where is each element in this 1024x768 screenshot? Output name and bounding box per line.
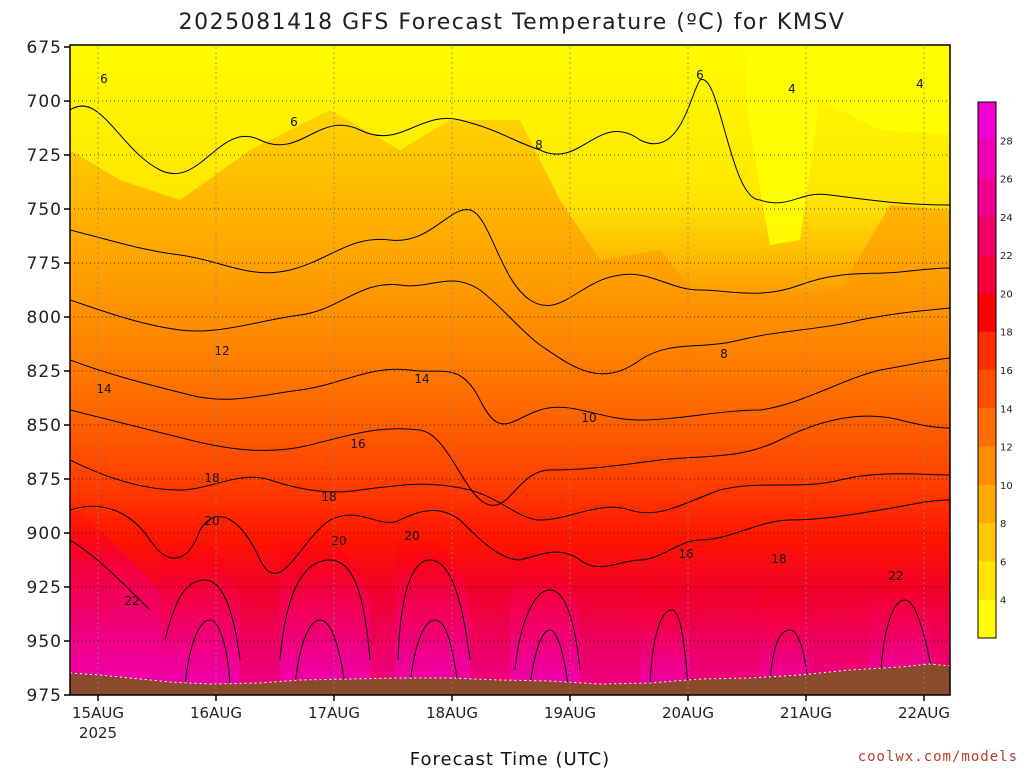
plot-area: 6 14 22 12 18 20 6 16 18 20 14 20 8 10 6…: [70, 45, 950, 695]
x-tick-label: 18AUG: [426, 704, 478, 722]
y-tick-label: 875: [27, 470, 62, 490]
colorbar-segment: [978, 370, 996, 409]
x-tick-label: 20AUG: [662, 704, 714, 722]
colorbar-segment: [978, 102, 996, 141]
colorbar-segment: [978, 178, 996, 218]
colorbar-segment: [978, 599, 996, 639]
contour-label: 14: [414, 372, 429, 386]
contour-label: 6: [100, 72, 108, 86]
colorbar-frame: [977, 101, 997, 639]
contour-label: 20: [331, 534, 346, 548]
x-tick-label: 15AUG: [72, 704, 124, 722]
colorbar-tick-label: 24: [1000, 213, 1013, 224]
credit-link[interactable]: coolwx.com/models: [858, 749, 1018, 765]
contour-label: 14: [96, 382, 111, 396]
contour-label: 18: [321, 490, 336, 504]
contour-line: [70, 539, 581, 671]
x-tick-label: 19AUG: [544, 704, 596, 722]
contour-line: [70, 499, 950, 574]
x-tick-label: 17AUG: [308, 704, 360, 722]
x-tick-label: 22AUG: [898, 704, 950, 722]
contour-label: 16: [350, 437, 365, 451]
colorbar-segment: [978, 484, 996, 524]
colorbar-tick-label: 18: [1000, 328, 1013, 339]
contour-line: [70, 459, 950, 521]
colorbar-tick-label: 12: [1000, 443, 1013, 454]
y-tick-label: 800: [27, 308, 62, 328]
y-tick-label: 950: [27, 632, 62, 652]
contour-label: 6: [696, 68, 704, 82]
colorbar-tick-label: 8: [1000, 519, 1006, 530]
chart-title: 2025081418 GFS Forecast Temperature (ºC)…: [179, 10, 846, 35]
warm-plume-6: [640, 571, 690, 690]
contour-line: [70, 357, 950, 425]
ground-terrain: [70, 663, 950, 695]
y-tick-label: 725: [27, 146, 62, 166]
contour-label: 8: [535, 138, 543, 152]
colorbar-segment: [978, 523, 996, 562]
contour-label: 22: [888, 569, 903, 583]
contour-line: [184, 599, 936, 686]
contour-label: 8: [720, 347, 728, 361]
colorbar-tick-label: 6: [1000, 557, 1006, 568]
colorbar-segment: [978, 408, 996, 448]
contour-label: 18: [771, 552, 786, 566]
contour-label: 4: [788, 82, 796, 96]
colorbar-tick-label: 20: [1000, 289, 1013, 300]
colorbar-tick-label: 10: [1000, 481, 1013, 492]
colorbar-tick-label: 4: [1000, 596, 1006, 607]
y-tick-label: 900: [27, 524, 62, 544]
colorbar-segment: [978, 140, 996, 180]
x-tick-label: 16AUG: [190, 704, 242, 722]
colorbar-tick-label: 26: [1000, 175, 1013, 186]
contour-label: 4: [916, 77, 924, 91]
contour-label: 22: [124, 594, 139, 608]
contour-label: 16: [678, 547, 693, 561]
colorbar-segment: [978, 216, 996, 256]
y-tick-label: 700: [27, 92, 62, 112]
colorbar-segment: [978, 561, 996, 601]
contour-label: 18: [204, 471, 219, 485]
contour-line: [70, 79, 950, 206]
contour-label: 10: [581, 411, 596, 425]
contour-label: 20: [204, 514, 219, 528]
y-tick-label: 975: [27, 686, 62, 706]
contour-line: [70, 209, 950, 306]
cool-region-upper: [70, 45, 950, 300]
colorbar-tick-label: 22: [1000, 251, 1013, 262]
colorbar: 4 6 8 10 12 14 16 18 20 22 24 26 28: [977, 101, 1013, 639]
plot-frame: [69, 44, 951, 696]
colorbar-tick-label: 16: [1000, 366, 1013, 377]
warm-plume-8: [870, 555, 935, 690]
colorbar-segment: [978, 331, 996, 371]
colorbar-segment: [978, 255, 996, 294]
contour-lines: [70, 79, 950, 686]
y-tick-label: 850: [27, 416, 62, 436]
contour-line: [70, 409, 950, 506]
colorbar-tick-label: 28: [1000, 136, 1013, 147]
grid-lines: [70, 47, 950, 695]
x-tick-label: 21AUG: [780, 704, 832, 722]
colorbar-segment: [978, 446, 996, 486]
warm-plume-3: [280, 532, 370, 690]
y-tick-label: 925: [27, 578, 62, 598]
colorbar-tick-label: 14: [1000, 404, 1013, 415]
y-tick-label: 675: [27, 38, 62, 58]
x-axis-label: Forecast Time (UTC): [410, 749, 610, 768]
y-tick-label: 825: [27, 362, 62, 382]
y-tick-label: 750: [27, 200, 62, 220]
contour-line: [70, 280, 950, 375]
y-tick-label: 775: [27, 254, 62, 274]
warm-plume-1: [70, 500, 175, 690]
warm-plume-2: [160, 536, 240, 690]
contour-labels: 6 14 22 12 18 20 6 16 18 20 14 20 8 10 6…: [96, 68, 923, 608]
year-label: 2025: [79, 724, 117, 742]
colorbar-segment: [978, 293, 996, 333]
x-axis: 15AUG 16AUG 17AUG 18AUG 19AUG 20AUG 21AUG 22AUG: [72, 695, 950, 722]
contour-label: 12: [214, 344, 229, 358]
contour-label: 20: [404, 529, 419, 543]
cool-region-east: [745, 45, 950, 245]
contour-label: 6: [290, 115, 298, 129]
y-axis: 675 700 725 750 775 800 825 850 875 900 925 950 975: [27, 38, 70, 706]
